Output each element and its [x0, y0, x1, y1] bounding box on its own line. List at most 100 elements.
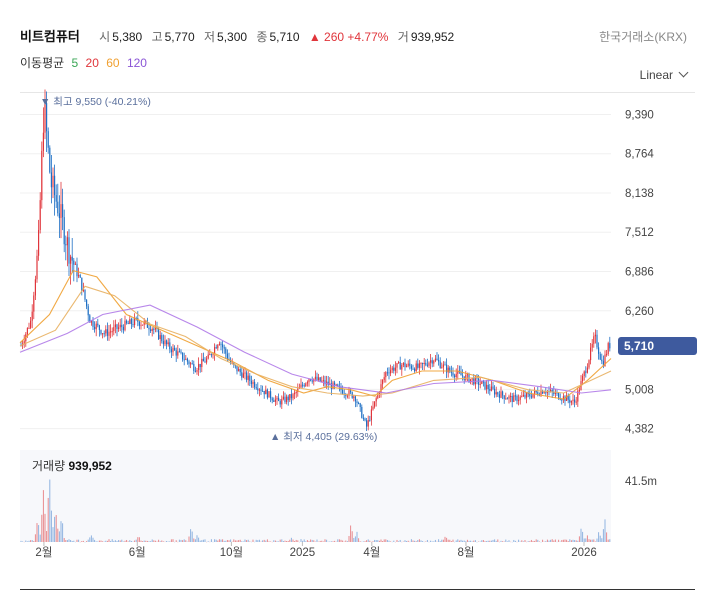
volume-bar [404, 540, 406, 542]
volume-bar [567, 541, 569, 542]
candle-body [258, 389, 260, 391]
ma-120: 120 [126, 56, 147, 70]
x-tick-label: 4월 [363, 546, 380, 559]
candle-body [239, 369, 241, 373]
volume-bar [138, 537, 140, 542]
volume-bar [532, 540, 534, 542]
volume-bar [442, 539, 444, 542]
volume-bar [502, 541, 504, 542]
x-tick-label: 8월 [457, 546, 474, 559]
candle-body [148, 327, 150, 330]
volume-bar [426, 539, 428, 542]
volume-bar [207, 541, 209, 542]
volume-bar [377, 540, 379, 542]
volume-bar [380, 539, 382, 542]
candle-body [191, 363, 193, 365]
volume-bar [473, 540, 475, 542]
volume-bar [537, 539, 539, 542]
candle-body [39, 200, 41, 230]
volume-bar [140, 540, 142, 542]
candle-body [47, 131, 49, 148]
volume-bar [50, 510, 52, 542]
scale-selector[interactable]: Linear [640, 67, 689, 82]
volume-axis-label: 41.5m [625, 476, 657, 488]
volume-bar [118, 540, 120, 542]
current-price-tag: 5,710 [618, 337, 697, 355]
volume-bar [78, 539, 80, 542]
candle-body [414, 368, 416, 372]
volume-bar [191, 531, 193, 542]
volume-bar [257, 540, 259, 542]
y-tick-label: 6,886 [625, 267, 654, 279]
volume-bar [129, 540, 131, 542]
volume-bar [551, 539, 553, 542]
candle-body [422, 363, 424, 365]
candle-body [102, 333, 104, 335]
volume-bar [490, 540, 492, 542]
candle-body [225, 348, 227, 354]
candle-body [497, 392, 499, 395]
candle-body [377, 393, 379, 399]
volume-bar [41, 514, 43, 542]
candle-body [412, 368, 414, 370]
candle-body [65, 244, 67, 246]
volume-bar [321, 540, 323, 542]
volume-bar [553, 540, 555, 542]
volume-bar [407, 540, 409, 542]
high-price: 5,770 [164, 30, 195, 44]
candle-body [167, 342, 169, 345]
low-price: 5,300 [217, 30, 248, 44]
candle-body [575, 401, 577, 403]
candle-body [295, 392, 297, 394]
volume-bar [172, 539, 174, 542]
candle-body [306, 382, 308, 384]
candle-body [172, 347, 174, 353]
candle-body [281, 398, 283, 405]
candle-body [390, 370, 392, 374]
volume-bar [468, 540, 470, 542]
candle-body [482, 381, 484, 383]
volume-bar [180, 539, 182, 542]
candle-body [164, 340, 166, 345]
candle-body [143, 321, 145, 325]
volume-bar [354, 536, 356, 542]
candle-body [305, 383, 307, 387]
candle-body [572, 399, 574, 402]
volume-bar [182, 540, 184, 542]
candle-body [316, 376, 318, 381]
volume-bar [52, 527, 54, 542]
candle-body [302, 384, 304, 386]
candle-body [26, 327, 28, 335]
volume-bar [466, 539, 468, 542]
candle-body [359, 403, 361, 407]
candle-body [447, 367, 449, 373]
volume-bar [249, 541, 251, 542]
volume-bar [247, 539, 249, 542]
volume-bar [513, 539, 515, 542]
volume-bar [57, 528, 59, 542]
volume-bar [463, 540, 465, 542]
volume-bar [308, 541, 310, 542]
candle-body [159, 335, 161, 340]
candle-body [158, 329, 160, 340]
volume-bar [225, 540, 227, 542]
volume-bar [97, 541, 99, 542]
volume-bar [116, 541, 118, 542]
candle-body [609, 343, 611, 349]
volume-bar [481, 540, 483, 542]
volume-bar [36, 523, 38, 542]
volume-bar [367, 539, 369, 542]
candle-body [417, 363, 419, 368]
volume-bar [126, 539, 128, 542]
candle-body [113, 327, 115, 332]
candle-body [466, 374, 468, 376]
volume-bar [25, 540, 27, 542]
volume-bar [546, 539, 548, 542]
volume-bar [68, 539, 70, 542]
candle-body [337, 384, 339, 387]
candle-body [335, 384, 337, 386]
candle-body [558, 392, 560, 399]
volume-bar [558, 539, 560, 542]
candle-body [402, 362, 404, 366]
